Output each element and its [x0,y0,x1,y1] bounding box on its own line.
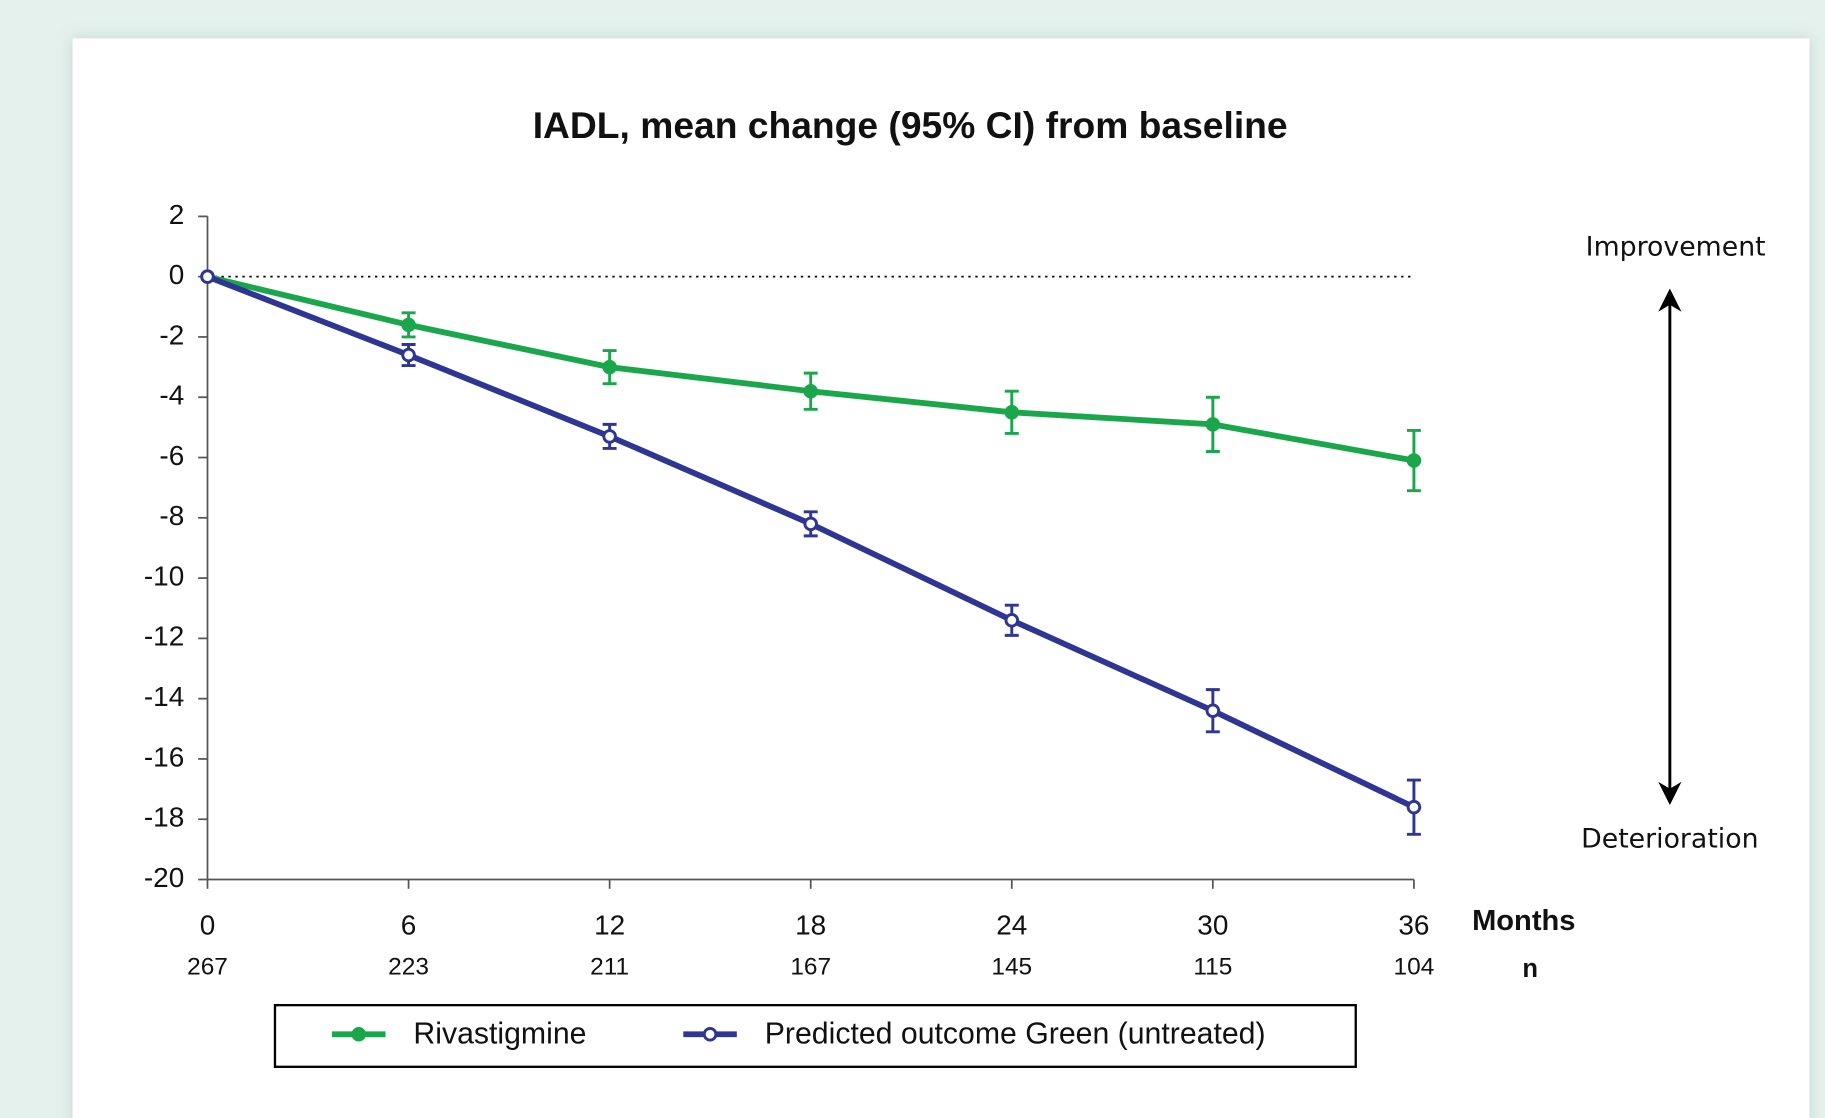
x-tick-label: 0 [200,910,216,941]
n-label: 115 [1193,953,1232,980]
legend-label: Rivastigmine [413,1017,586,1050]
n-label: n [1522,955,1538,983]
x-tick-label: 30 [1197,910,1228,941]
point [1406,453,1422,468]
n-label: 145 [991,953,1032,980]
chart-title: IADL, mean change (95% CI) from baseline [533,104,1288,146]
y-tick-label: -16 [144,741,184,772]
legend-marker [351,1026,367,1042]
point [1205,703,1221,718]
y-tick-label: -8 [159,500,184,531]
point [602,429,617,444]
y-tick-label: -4 [159,380,184,411]
x-tick-label: 24 [996,910,1027,941]
point [200,269,215,284]
x-tick-label: 18 [795,910,826,941]
point [1406,799,1422,815]
y-tick-label: -2 [159,319,184,350]
point [803,383,818,399]
point [1205,417,1221,432]
n-label: 223 [388,953,429,980]
x-axis-label: Months [1472,905,1575,937]
point [1004,405,1020,420]
point [602,359,617,375]
x-tick-label: 6 [401,910,417,941]
point [1004,613,1020,628]
n-label: 104 [1394,953,1435,980]
n-label: 267 [187,953,228,980]
annotation: Improvement [1586,231,1766,262]
n-label: 211 [590,953,629,980]
y-tick-label: -14 [144,681,184,712]
y-tick-label: -20 [144,862,184,893]
legend-marker [702,1026,718,1042]
annotation: Deterioration [1581,823,1758,854]
y-tick-label: -10 [144,560,184,591]
y-tick-label: 2 [169,199,185,230]
point [803,516,818,532]
point [401,347,416,363]
y-tick-label: 0 [169,259,185,290]
n-label: 167 [790,953,831,980]
point [401,317,416,333]
card [72,38,1810,1118]
y-tick-label: -12 [144,621,184,652]
legend-label: Predicted outcome Green (untreated) [765,1017,1266,1050]
y-tick-label: -6 [159,440,184,471]
y-tick-label: -18 [144,802,184,833]
x-tick-label: 12 [594,910,625,941]
x-tick-label: 36 [1398,910,1429,941]
legend [273,1003,1357,1068]
